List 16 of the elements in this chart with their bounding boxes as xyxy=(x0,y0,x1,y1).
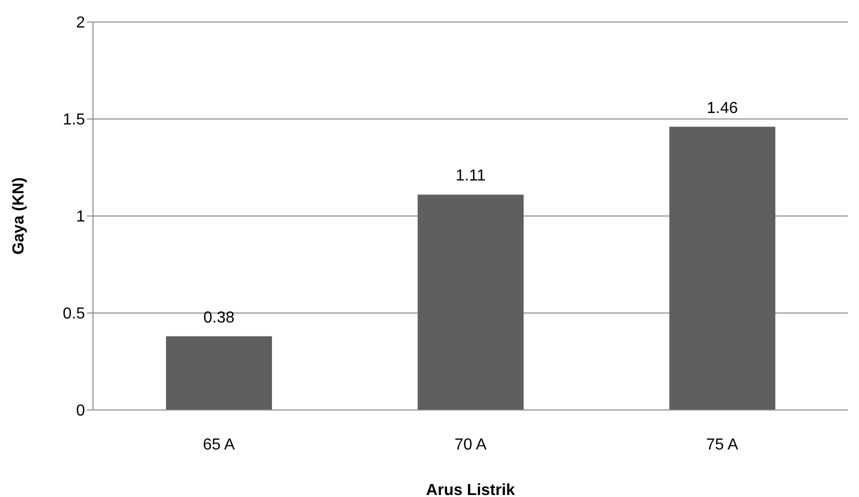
x-tick-label: 65 A xyxy=(202,436,236,454)
y-tick-label: 0.5 xyxy=(62,306,86,323)
data-label: 0.38 xyxy=(203,309,235,326)
y-tick-label: 0 xyxy=(76,402,86,420)
y-tick-label: 1.5 xyxy=(62,112,86,129)
x-axis-title: Arus Listrik xyxy=(426,482,516,497)
bar xyxy=(418,194,524,410)
x-tick-label: 70 A xyxy=(454,436,487,454)
bar xyxy=(669,126,776,410)
x-tick-label: 75 A xyxy=(706,436,739,454)
y-tick-label: 2 xyxy=(76,14,86,32)
data-label: 1.11 xyxy=(456,168,486,185)
data-label: 1.46 xyxy=(706,100,738,117)
bar xyxy=(166,336,272,410)
y-tick-label: 1 xyxy=(76,208,86,226)
y-axis-title: Gaya (KN) xyxy=(10,177,28,255)
